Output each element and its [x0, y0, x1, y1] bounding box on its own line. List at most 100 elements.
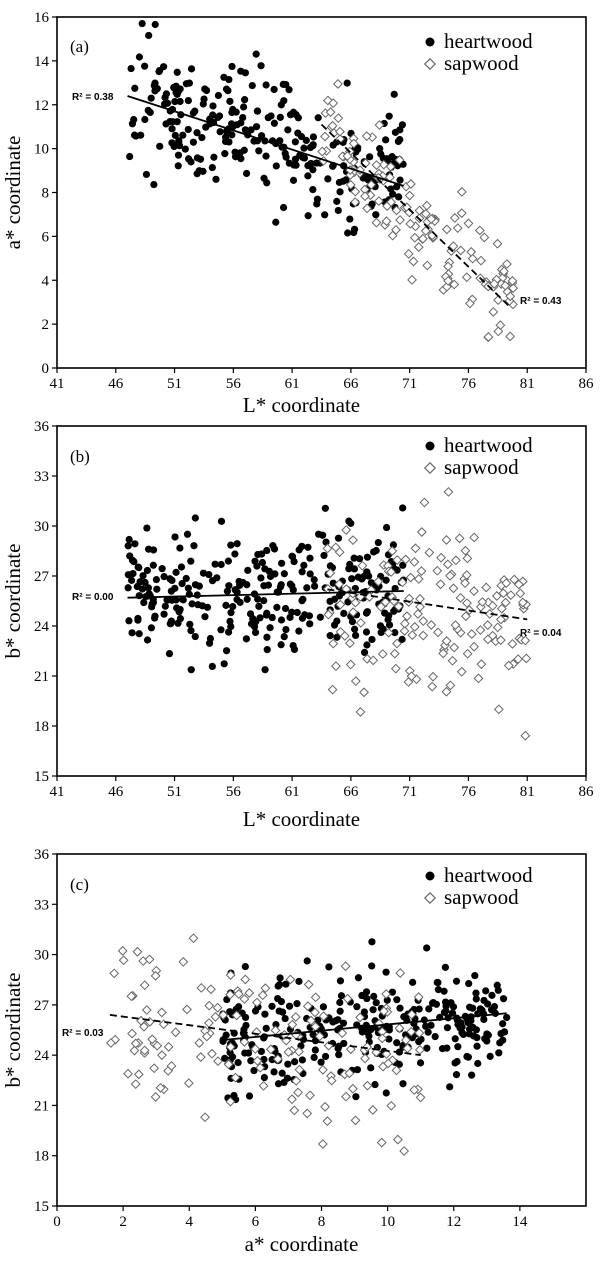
heartwood-point — [345, 565, 353, 573]
sapwood-point — [239, 994, 250, 1004]
sapwood-point — [314, 1031, 325, 1042]
heartwood-point — [280, 97, 288, 105]
heartwood-point — [190, 542, 198, 550]
sapwood-point — [239, 1037, 250, 1047]
heartwood-point — [423, 944, 431, 952]
r-squared-label: R² = 0.38 — [72, 92, 114, 103]
sapwood-point — [483, 332, 494, 342]
heartwood-point — [244, 566, 252, 574]
heartwood-point — [257, 1047, 265, 1056]
sapwood-point — [448, 583, 459, 594]
x-tick-label: 0 — [53, 1214, 61, 1230]
sapwood-point — [250, 1044, 261, 1054]
y-tick-label: 15 — [34, 1199, 49, 1215]
x-tick-label: 86 — [579, 376, 595, 392]
heartwood-point — [352, 1093, 360, 1101]
sapwood-point — [443, 275, 454, 286]
heartwood-point — [217, 560, 225, 569]
heartwood-point — [276, 137, 284, 145]
heartwood-point — [130, 115, 138, 124]
sapwood-point — [225, 1096, 236, 1107]
heartwood-point — [482, 987, 490, 995]
sapwood-point — [513, 579, 524, 590]
heartwood-point — [351, 625, 359, 633]
heartwood-point — [379, 154, 387, 162]
heartwood-point — [222, 647, 231, 655]
sapwood-point — [452, 223, 463, 234]
heartwood-point — [451, 1035, 459, 1043]
sapwood-point — [213, 1056, 223, 1067]
heartwood-point — [226, 1048, 234, 1057]
heartwood-point — [391, 628, 399, 637]
heartwood-point — [128, 576, 136, 584]
heartwood-point — [290, 645, 299, 653]
sapwood-point — [392, 638, 402, 649]
heartwood-point — [304, 172, 312, 180]
heartwood-point — [346, 215, 354, 223]
sapwood-point — [218, 1010, 229, 1020]
sapwood-point — [212, 1002, 223, 1013]
x-tick-label: 56 — [226, 784, 242, 800]
heartwood-point — [321, 504, 329, 512]
sapwood-point — [317, 1139, 328, 1149]
heartwood-point — [353, 145, 362, 154]
heartwood-point — [303, 584, 311, 592]
sapwood-point — [377, 1033, 388, 1044]
r-squared-label: R² = 0.04 — [520, 628, 562, 639]
heartwood-point — [363, 568, 371, 576]
heartwood-point — [251, 628, 260, 637]
heartwood-point — [415, 1005, 423, 1013]
heartwood-point — [274, 1080, 283, 1088]
heartwood-point — [184, 155, 193, 163]
sapwood-point — [260, 983, 271, 994]
heartwood-point — [134, 563, 142, 571]
heartwood-point — [363, 994, 371, 1003]
heartwood-point — [181, 145, 189, 153]
heartwood-point — [471, 972, 479, 980]
sapwood-point — [426, 620, 437, 630]
heartwood-point — [303, 957, 311, 965]
heartwood-point — [186, 620, 194, 628]
heartwood-point — [217, 626, 225, 634]
heartwood-point — [206, 115, 214, 123]
sapwood-point — [196, 982, 207, 993]
sapwood-point — [371, 1047, 382, 1058]
heartwood-point — [172, 568, 180, 576]
heartwood-point — [372, 211, 380, 219]
sapwood-point — [310, 992, 321, 1003]
heartwood-point — [330, 595, 339, 603]
heartwood-point — [225, 582, 233, 590]
sapwood-point — [456, 208, 467, 219]
heartwood-point — [470, 1032, 478, 1040]
sapwood-point — [456, 186, 467, 197]
sapwood-point — [366, 585, 377, 595]
sapwood-point — [149, 1063, 160, 1074]
legend-marker-sapwood — [423, 891, 437, 905]
heartwood-point — [125, 535, 133, 544]
heartwood-point — [182, 80, 190, 88]
sapwood-point — [194, 1038, 205, 1048]
heartwood-point — [367, 1064, 375, 1072]
heartwood-point — [209, 102, 217, 110]
sapwood-point — [290, 1012, 301, 1022]
sapwood-point — [350, 1115, 361, 1126]
sapwood-point — [163, 1041, 174, 1052]
sapwood-point — [225, 989, 236, 1000]
heartwood-point — [391, 128, 399, 136]
heartwood-point — [262, 1024, 270, 1032]
heartwood-point — [467, 1016, 475, 1025]
sapwood-point — [445, 680, 456, 691]
heartwood-point — [208, 577, 217, 585]
sapwood-point — [386, 1100, 397, 1111]
heartwood-point — [240, 146, 248, 154]
heartwood-point — [163, 99, 172, 107]
heartwood-point — [143, 566, 151, 575]
heartwood-point — [452, 1071, 461, 1079]
r-squared-label: R² = 0.03 — [62, 1028, 104, 1039]
sapwood-point — [466, 629, 477, 639]
heartwood-point — [291, 138, 299, 146]
sapwood-point — [469, 586, 479, 596]
heartwood-point — [208, 662, 216, 671]
heartwood-point — [270, 1068, 278, 1076]
sapwood-point — [488, 307, 499, 317]
